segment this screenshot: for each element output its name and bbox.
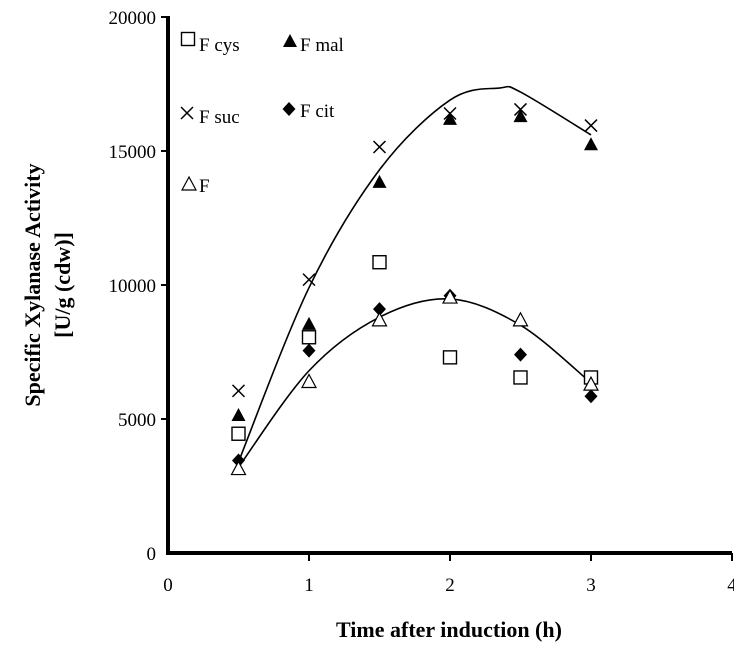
point-f-cys-2 [301, 330, 317, 345]
trendline-2 [237, 298, 592, 468]
point-f-cit-6 [584, 389, 598, 404]
legend-symbol-f-cys [180, 31, 196, 47]
point-f-suc-2 [302, 273, 316, 287]
point-f-suc-4 [443, 106, 457, 121]
y-tick-label-20000: 20000 [109, 8, 157, 29]
legend-item-f-cys: F cys [180, 31, 240, 56]
point-f-cys-1 [231, 426, 246, 441]
y-tick-label-0: 0 [147, 544, 157, 565]
axis-ticks [161, 16, 733, 561]
point-f-4 [441, 288, 459, 304]
point-f-mal-1 [231, 407, 246, 421]
axes [166, 16, 732, 555]
point-f-cys-4 [442, 350, 458, 365]
legend-label-f-cys: F cys [199, 35, 240, 56]
legend: F cys F mal F suc F cit F [180, 31, 344, 197]
point-f-suc-3 [372, 140, 387, 154]
legend-label-f-suc: F suc [199, 107, 240, 128]
legend-symbol-f-suc [180, 106, 194, 120]
point-f-cit-2 [302, 343, 316, 358]
point-f-1 [230, 460, 247, 476]
legend-label-f-cit: F cit [300, 101, 335, 122]
legend-symbol-f-cit [282, 102, 296, 116]
legend-marker-f-mal [283, 34, 297, 47]
point-f-cit-5 [514, 347, 527, 362]
trendlines [237, 85, 592, 468]
y-axis-title-line-1: Specific Xylanase Activity [20, 163, 45, 406]
point-f-suc-1 [231, 384, 246, 398]
legend-label-f: F [199, 176, 210, 197]
data-points [230, 102, 600, 476]
y-tick-label-15000: 15000 [109, 142, 157, 163]
point-f-suc-5 [513, 102, 528, 116]
tick-labels: 0 1 2 3 4 0 5000 10000 15000 20000 [109, 8, 734, 596]
y-axis-title: Specific Xylanase Activity [U/g (cdw)] [20, 163, 75, 406]
x-tick-label-3: 3 [586, 575, 596, 596]
legend-symbol-f [180, 175, 198, 191]
y-tick-label-5000: 5000 [118, 410, 156, 431]
legend-symbol-f-mal [283, 34, 297, 47]
point-f-suc-6 [584, 119, 598, 133]
legend-marker-f-cit [282, 102, 296, 116]
trendline-1 [237, 85, 592, 463]
legend-marker-f-cys [180, 31, 196, 47]
y-axis-title-line-2: [U/g (cdw)] [50, 232, 75, 338]
point-f-mal-2 [302, 316, 316, 330]
point-f-cit-3 [373, 302, 386, 317]
point-f-6 [582, 375, 600, 391]
point-f-cys-5 [513, 370, 528, 385]
legend-marker-f-suc [180, 106, 194, 120]
point-f-mal-5 [513, 109, 528, 123]
x-tick-label-1: 1 [304, 575, 314, 596]
legend-item-f-cit: F cit [282, 101, 335, 122]
point-f-5 [512, 311, 529, 327]
point-f-mal-3 [372, 174, 387, 188]
point-f-cys-3 [372, 255, 387, 270]
legend-item-f-mal: F mal [283, 34, 344, 56]
point-f-mal-4 [443, 111, 457, 125]
x-tick-label-2: 2 [445, 575, 455, 596]
x-tick-label-4: 4 [727, 575, 734, 596]
x-tick-label-0: 0 [163, 575, 173, 596]
legend-item-f: F [180, 175, 210, 197]
legend-item-f-suc: F suc [180, 106, 240, 128]
y-tick-label-10000: 10000 [109, 276, 157, 297]
point-f-2 [300, 373, 318, 389]
legend-marker-f [180, 175, 198, 191]
point-f-3 [371, 311, 388, 327]
legend-label-f-mal: F mal [300, 35, 344, 56]
x-axis-title: Time after induction (h) [336, 617, 562, 642]
point-f-mal-6 [584, 137, 598, 151]
